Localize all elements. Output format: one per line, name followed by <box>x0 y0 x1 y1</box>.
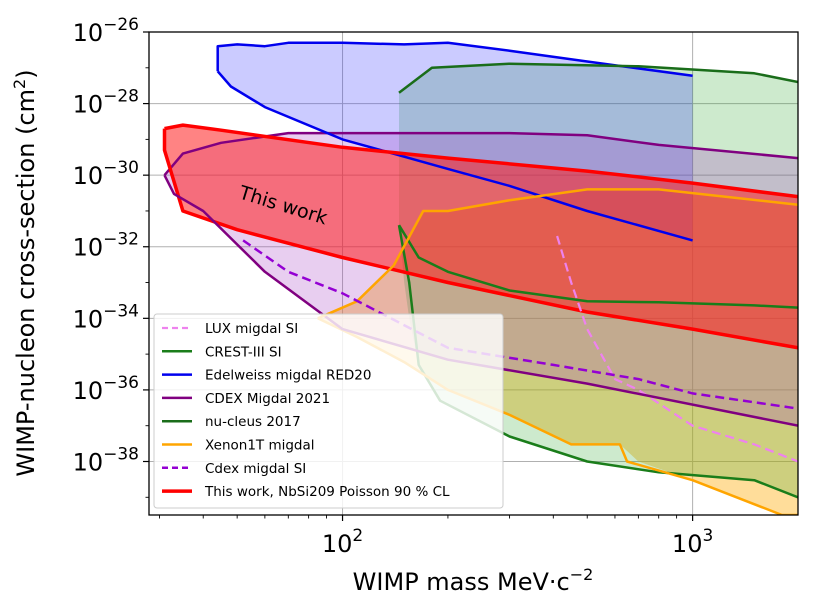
y-tick-label-exp: −38 <box>103 444 139 464</box>
y-tick-label-base: 10 <box>73 91 104 119</box>
xenon1t-migdal-line <box>317 188 798 320</box>
y-tick-label-4: 10−34 <box>73 301 139 333</box>
x-tick-label-1: 103 <box>672 526 713 558</box>
edelweiss-upper-line <box>216 41 693 77</box>
legend-label-this-work-nbsi209-poisson-90-cl: This work, NbSi209 Poisson 90 % CL <box>204 484 450 500</box>
y-tick-label-6: 10−38 <box>73 444 139 476</box>
y-tick-label-exp: −28 <box>103 87 139 107</box>
x-axis-title: WIMP mass MeV·c−2 <box>353 565 594 596</box>
y-tick-label-exp: −32 <box>103 230 139 250</box>
plot-frame <box>148 31 799 516</box>
legend: LUX migdal SI CREST-III SI Edelweiss migda… <box>153 313 504 509</box>
y-tick-label-base: 10 <box>73 448 104 476</box>
y-tick-label-base: 10 <box>73 377 104 405</box>
this-work-region-fill <box>164 125 798 348</box>
y-tick-label-0: 10−26 <box>73 15 139 47</box>
legend-label-cdex-migdal-2021: CDEX Migdal 2021 <box>205 391 330 407</box>
y-tick-label-exp: −26 <box>103 15 139 35</box>
legend-label-crest-iii-si: CREST-III SI <box>205 344 282 360</box>
x-tick-label-0: 102 <box>322 526 363 558</box>
crest-iii-si-line <box>397 224 798 309</box>
fill-regions <box>164 42 798 515</box>
y-tick-label-exp: −36 <box>103 373 139 393</box>
y-axis-title-close: ) <box>12 69 40 78</box>
x-tick-label-base: 10 <box>672 530 703 558</box>
y-tick-label-exp: −30 <box>103 158 139 178</box>
cdex-upper-line <box>163 131 798 177</box>
nu-cleus-2017-line <box>398 62 798 94</box>
y-tick-label-exp: −34 <box>103 301 139 321</box>
legend-entries: LUX migdal SI CREST-III SI Edelweiss migda… <box>162 321 450 500</box>
x-axis-title-exp: −2 <box>570 565 594 584</box>
legend-label-lux-migdal-si: LUX migdal SI <box>205 321 298 337</box>
y-tick-label-base: 10 <box>73 19 104 47</box>
y-axis-title-sup: 2 <box>10 79 29 89</box>
cdex-migdal-2021-line <box>163 174 798 427</box>
legend-label-cdex-migdal-si: Cdex migdal SI <box>205 461 306 477</box>
legend-label-nu-cleus-2017: nu-cleus 2017 <box>205 414 301 430</box>
x-tick-label-exp: 2 <box>352 526 363 546</box>
x-axis-title-main: WIMP mass MeV·c <box>353 568 570 596</box>
y-axis-title: WIMP-nucleon cross-section (cm2) <box>10 69 40 476</box>
y-tick-label-2: 10−30 <box>73 158 139 190</box>
legend-label-edelweiss-migdal-red20: Edelweiss migdal RED20 <box>205 368 371 384</box>
y-tick-label-3: 10−32 <box>73 230 139 262</box>
legend-label-xenon1t-migdal: Xenon1T migdal <box>205 438 315 454</box>
y-axis-title-main: WIMP-nucleon cross-section (cm <box>12 89 40 477</box>
crest-iii-lower-line <box>397 224 798 499</box>
y-tick-label-5: 10−36 <box>73 373 139 405</box>
this-work-lower-line <box>162 128 798 350</box>
y-tick-label-base: 10 <box>73 234 104 262</box>
this-work-nbsi209-poisson-90-cl-line <box>164 123 798 199</box>
y-tick-label-base: 10 <box>73 305 104 333</box>
x-tick-label-base: 10 <box>322 530 353 558</box>
y-tick-label-base: 10 <box>73 162 104 190</box>
legend-box <box>153 313 504 509</box>
y-tick-label-1: 10−28 <box>73 87 139 119</box>
lux-migdal-si-line <box>556 235 798 463</box>
x-tick-label-exp: 3 <box>702 526 713 546</box>
